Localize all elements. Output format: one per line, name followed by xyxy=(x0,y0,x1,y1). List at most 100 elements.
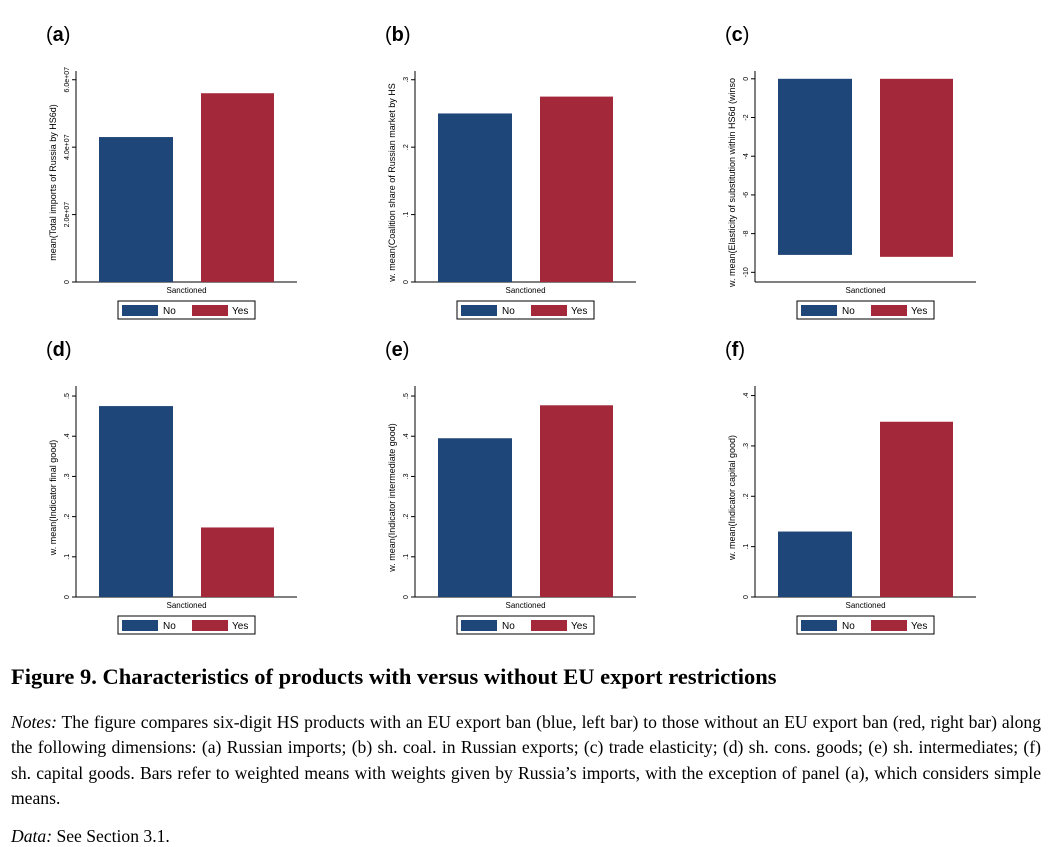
chart-panel-b: (b) 0 .1 .2 .3 w. mean(Coalition share of Rus… xyxy=(379,24,709,324)
legend-swatch-no xyxy=(122,305,158,316)
y-tick-label: -8 xyxy=(743,230,750,236)
panel-letter-text: e xyxy=(391,339,403,361)
y-tick-label: 0 xyxy=(403,280,410,284)
y-tick-label: 0 xyxy=(64,280,71,284)
y-tick-label: .2 xyxy=(64,514,71,520)
y-tick-label: 0 xyxy=(743,77,750,81)
panel-letter-text: c xyxy=(731,24,743,46)
legend-swatch-yes xyxy=(871,620,907,631)
y-tick-label: .4 xyxy=(403,433,410,439)
legend-label-no: No xyxy=(163,306,176,317)
bar-chart: 0 .1 .2 .3 .4 .5 w. mean(Indicator intermediat… xyxy=(387,386,636,635)
figure-title: Figure 9. Characteristics of products wi… xyxy=(11,664,777,689)
legend-swatch-no xyxy=(461,620,497,631)
legend-label-no: No xyxy=(163,621,176,632)
notes-text: The figure compares six-digit HS product… xyxy=(11,712,1041,809)
y-axis-label: w. mean(Indicator capital good) xyxy=(727,435,737,561)
panel-letter-text: a xyxy=(52,24,64,46)
legend-swatch-yes xyxy=(531,305,567,316)
figure-notes: Notes: The figure compares six-digit HS … xyxy=(11,710,1041,812)
chart-panel-e: (e) 0 .1 .2 .3 .4 .5 w. mean(Indicator intermed… xyxy=(379,339,709,639)
data-label: Data: xyxy=(11,826,53,846)
chart-panel-c: (c) 0 -2 -4 -6 -8 -10 w. mean(Elasticity of sub… xyxy=(719,24,1049,324)
y-tick-label: .1 xyxy=(403,554,410,560)
legend: No Yes xyxy=(796,300,935,320)
y-tick-label: .4 xyxy=(64,433,71,439)
legend-label-no: No xyxy=(502,621,515,632)
bar-yes xyxy=(880,78,953,257)
legend-label-yes: Yes xyxy=(911,306,927,317)
x-axis-label: Sanctioned xyxy=(505,601,545,610)
bar-chart: 0 .1 .2 .3 .4 w. mean(Indicator capital good)… xyxy=(727,386,976,635)
y-axis-label: w. mean(Coalition share of Russian marke… xyxy=(387,83,397,283)
legend: No Yes xyxy=(456,615,595,635)
y-tick-label: .2 xyxy=(403,144,410,150)
y-tick-label: .1 xyxy=(743,544,750,550)
bar-no xyxy=(438,113,512,282)
y-tick-label: -4 xyxy=(743,153,750,159)
y-tick-label: 4.0e+07 xyxy=(64,134,71,160)
bar-no xyxy=(438,438,512,597)
panel-letter: (d) xyxy=(46,339,72,361)
y-axis-label: w. mean(Elasticity of substitution withi… xyxy=(727,78,737,288)
bar-chart: 0 2.0e+07 4.0e+07 6.0e+07 mean(Total imports… xyxy=(48,67,297,320)
y-tick-label: .2 xyxy=(743,493,750,499)
bar-no xyxy=(99,406,173,597)
y-tick-label: .3 xyxy=(64,473,71,479)
panel-letter-text: b xyxy=(391,24,404,46)
bar-yes xyxy=(540,405,613,597)
legend-label-yes: Yes xyxy=(571,306,587,317)
legend: No Yes xyxy=(117,300,256,320)
x-axis-label: Sanctioned xyxy=(845,286,885,295)
legend-label-no: No xyxy=(502,306,515,317)
legend-label-no: No xyxy=(842,306,855,317)
chart-panel-f: (f) 0 .1 .2 .3 .4 w. mean(Indicator capital go… xyxy=(719,339,1049,639)
legend-label-no: No xyxy=(842,621,855,632)
bar-yes xyxy=(880,421,953,597)
legend-swatch-yes xyxy=(531,620,567,631)
bar-chart: 0 .1 .2 .3 w. mean(Coalition share of Russia… xyxy=(387,71,636,320)
y-tick-label: .5 xyxy=(64,393,71,399)
chart-panel-d: (d) 0 .1 .2 .3 .4 .5 w. mean(Indicator final go… xyxy=(40,339,370,639)
y-tick-label: .3 xyxy=(403,77,410,83)
y-tick-label: 2.0e+07 xyxy=(64,202,71,228)
y-tick-label: .3 xyxy=(743,443,750,449)
bar-no xyxy=(778,78,852,255)
y-tick-label: .5 xyxy=(403,393,410,399)
y-axis-label: w. mean(Indicator intermediate good) xyxy=(387,423,397,573)
legend-swatch-yes xyxy=(192,305,228,316)
bar-chart: 0 .1 .2 .3 .4 .5 w. mean(Indicator final good)… xyxy=(48,386,297,635)
bar-yes xyxy=(201,527,274,597)
bar-yes xyxy=(540,96,613,282)
panel-letter: (c) xyxy=(725,24,750,46)
y-axis-label: mean(Total imports of Russia by HS6d) xyxy=(48,104,58,261)
y-tick-label: 6.0e+07 xyxy=(64,67,71,93)
panel-letter-text: f xyxy=(731,339,739,361)
panel-letter: (f) xyxy=(725,339,746,361)
legend-swatch-no xyxy=(122,620,158,631)
legend: No Yes xyxy=(117,615,256,635)
panel-letter: (e) xyxy=(385,339,410,361)
y-axis-label: w. mean(Indicator final good) xyxy=(48,440,58,557)
y-tick-label: -10 xyxy=(743,267,750,277)
chart-panel-a: (a) 0 2.0e+07 4.0e+07 6.0e+07 mean(Total impo… xyxy=(40,24,370,324)
legend: No Yes xyxy=(796,615,935,635)
legend-label-yes: Yes xyxy=(571,621,587,632)
panel-letter: (b) xyxy=(385,24,411,46)
x-axis-label: Sanctioned xyxy=(505,286,545,295)
legend-label-yes: Yes xyxy=(911,621,927,632)
legend-swatch-yes xyxy=(871,305,907,316)
x-axis-label: Sanctioned xyxy=(166,286,206,295)
legend: No Yes xyxy=(456,300,595,320)
x-axis-label: Sanctioned xyxy=(166,601,206,610)
panel-letter-text: d xyxy=(52,339,65,361)
bar-no xyxy=(778,531,852,597)
y-tick-label: 0 xyxy=(743,595,750,599)
legend-swatch-no xyxy=(801,305,837,316)
y-tick-label: 0 xyxy=(64,595,71,599)
y-tick-label: .2 xyxy=(403,514,410,520)
legend-label-yes: Yes xyxy=(232,621,248,632)
y-tick-label: .3 xyxy=(403,473,410,479)
y-tick-label: .4 xyxy=(743,393,750,399)
y-tick-label: .1 xyxy=(64,554,71,560)
